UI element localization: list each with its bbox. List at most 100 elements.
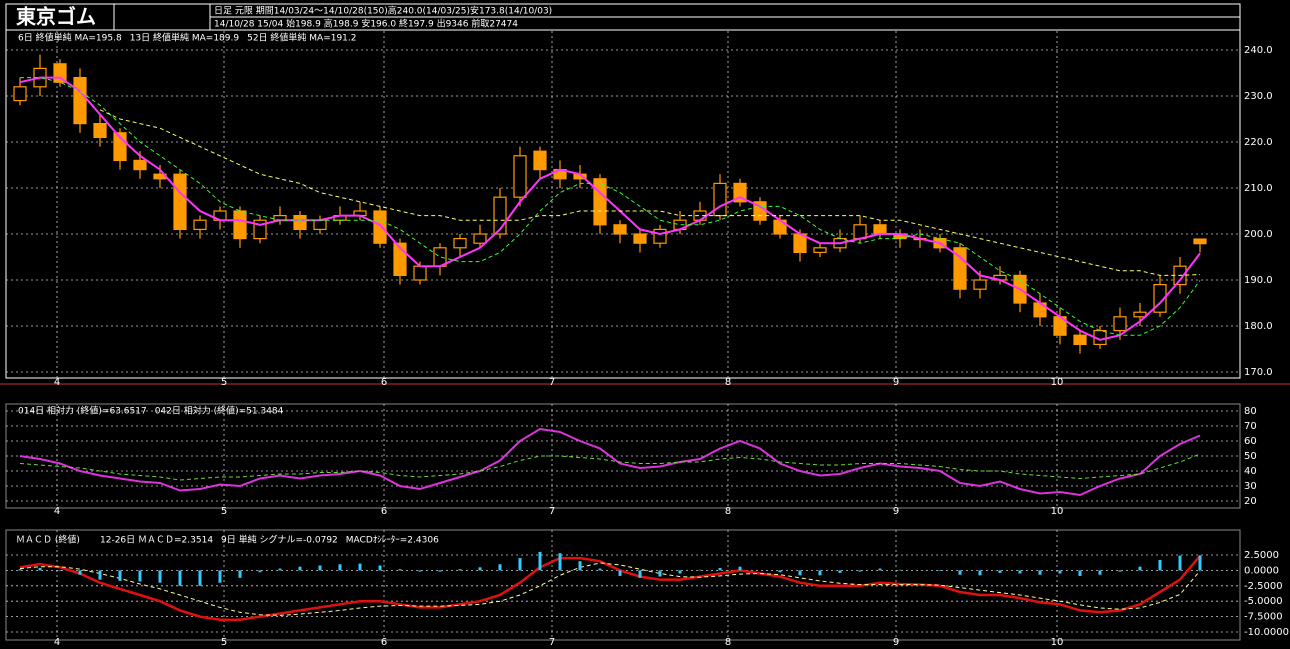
histogram-bar: [1158, 559, 1162, 571]
x-tick-label: 10: [1051, 377, 1064, 388]
candle-body: [233, 210, 247, 240]
candle-body: [193, 219, 207, 230]
candle-body: [593, 178, 607, 226]
histogram-bar: [538, 551, 542, 571]
x-tick-label: 8: [725, 377, 731, 388]
y-tick-label: 50: [1244, 451, 1257, 462]
candle-body: [1193, 238, 1207, 245]
y-tick-label: -2.5000: [1244, 581, 1283, 592]
candle-body: [873, 224, 887, 235]
candle-body: [613, 224, 627, 235]
histogram-bar: [338, 564, 342, 571]
histogram-bar: [118, 570, 122, 581]
candle-body: [1073, 334, 1087, 346]
histogram-bar: [818, 570, 822, 576]
x-tick-label: 4: [54, 637, 60, 648]
x-tick-label: 5: [221, 506, 227, 517]
legend-entry: 12-26日 ＭＡＣＤ=2.3514: [100, 535, 213, 546]
candle-body: [513, 155, 527, 198]
y-tick-label: 190.0: [1244, 275, 1273, 286]
series-line: [19, 76, 1201, 341]
legend-entry: 9日 単純 シグナル=-0.0792: [221, 534, 338, 546]
candle-body: [93, 122, 107, 138]
y-tick-label: 170.0: [1244, 367, 1273, 378]
histogram-bar: [378, 565, 382, 571]
histogram-bar: [158, 570, 162, 583]
candle-body: [13, 86, 27, 102]
histogram-bar: [798, 570, 802, 576]
histogram-bar: [858, 570, 862, 572]
histogram-bar: [318, 565, 322, 571]
x-tick-label: 10: [1051, 637, 1064, 648]
candle-body: [973, 279, 987, 290]
series-line: [19, 427, 1201, 497]
x-tick-label: 5: [221, 377, 227, 388]
histogram-bar: [78, 570, 82, 575]
histogram-bar: [718, 567, 722, 571]
y-tick-label: 80: [1244, 406, 1257, 417]
y-tick-label: 40: [1244, 466, 1257, 477]
y-tick-label: -10.0000: [1244, 627, 1289, 638]
histogram-bar: [598, 568, 602, 571]
chart-title: 東京ゴム: [16, 5, 96, 29]
candle-body: [533, 150, 547, 171]
histogram-bar: [698, 569, 702, 571]
histogram-bar: [98, 570, 102, 580]
histogram-bar: [518, 558, 522, 571]
candle-body: [733, 182, 747, 203]
histogram-bar: [1138, 566, 1142, 571]
histogram-bar: [358, 563, 362, 571]
histogram-bar: [458, 569, 462, 571]
x-tick-label: 9: [893, 506, 899, 517]
legend-entry: 014日 相対力 (終値)=63.6517: [18, 405, 147, 417]
candle-body: [1133, 311, 1147, 318]
histogram-bar: [278, 568, 282, 571]
y-tick-label: 230.0: [1244, 91, 1273, 102]
series-line: [19, 453, 1201, 481]
histogram-bar: [38, 567, 42, 571]
histogram-bar: [1078, 570, 1082, 576]
candle-body: [453, 238, 467, 249]
y-tick-label: 240.0: [1244, 45, 1273, 56]
histogram-bar: [678, 570, 682, 574]
histogram-bar: [138, 570, 142, 582]
x-tick-label: 7: [549, 637, 555, 648]
histogram-bar: [418, 570, 422, 572]
histogram-bar: [1058, 570, 1062, 574]
histogram-bar: [398, 569, 402, 571]
title-box: [5, 3, 115, 31]
candle-body: [853, 224, 867, 240]
legend-entry: 52日 終値単純 MA=191.2: [247, 32, 356, 44]
candle-body: [473, 233, 487, 244]
x-tick-label: 4: [54, 377, 60, 388]
histogram-bar: [978, 570, 982, 576]
x-tick-label: 7: [549, 377, 555, 388]
legend-entry: MACDｵｼﾚｰﾀｰ=2.4306: [346, 535, 439, 546]
x-tick-label: 6: [381, 637, 387, 648]
histogram-bar: [58, 570, 62, 572]
x-tick-label: 6: [381, 506, 387, 517]
histogram-bar: [1018, 570, 1022, 574]
histogram-bar: [958, 570, 962, 575]
y-tick-label: 200.0: [1244, 229, 1273, 240]
period-info: 日足 元限 期間14/03/24～14/10/28(150)高240.0(14/…: [214, 5, 552, 17]
x-tick-label: 9: [893, 377, 899, 388]
y-tick-label: 20: [1244, 496, 1257, 507]
histogram-bar: [478, 567, 482, 571]
x-tick-label: 8: [725, 637, 731, 648]
info-box: [209, 3, 1241, 31]
series-line: [19, 555, 1201, 621]
histogram-bar: [618, 570, 622, 576]
histogram-bar: [1118, 570, 1122, 572]
x-tick-label: 8: [725, 506, 731, 517]
y-tick-label: -5.0000: [1244, 596, 1283, 607]
histogram-bar: [738, 566, 742, 571]
histogram-bar: [218, 570, 222, 583]
x-tick-label: 6: [381, 377, 387, 388]
series-line: [99, 109, 1201, 276]
macd-frame: [5, 529, 1241, 641]
histogram-bar: [938, 570, 942, 572]
histogram-bar: [438, 570, 442, 572]
x-tick-label: 10: [1051, 506, 1064, 517]
